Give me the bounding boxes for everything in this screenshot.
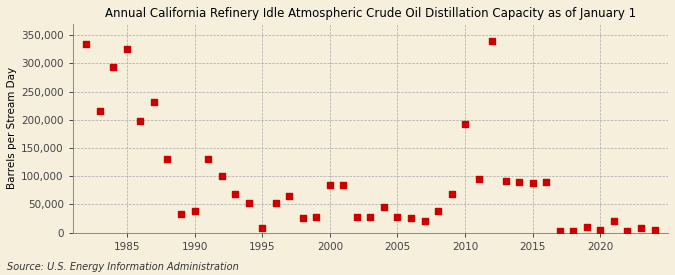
Point [392,215,403,219]
Point [636,226,647,230]
Point [148,100,159,104]
Point [622,229,633,233]
Point [243,201,254,205]
Point [298,216,308,221]
Point [81,42,92,46]
Point [406,216,416,221]
Point [176,212,186,216]
Point [446,192,457,196]
Point [379,205,389,209]
Point [202,157,213,161]
Point [162,157,173,161]
Point [595,227,605,232]
Point [500,178,511,183]
Point [460,122,470,126]
Point [581,225,592,229]
Point [473,177,484,181]
Point [541,180,551,184]
Point [95,109,105,114]
Point [311,215,322,219]
Point [230,192,240,196]
Point [284,194,294,198]
Point [487,39,497,43]
Point [338,182,349,187]
Point [216,174,227,178]
Point [419,219,430,224]
Point [433,209,443,213]
Y-axis label: Barrels per Stream Day: Barrels per Stream Day [7,67,17,189]
Point [325,182,335,187]
Point [108,65,119,70]
Point [554,229,565,233]
Point [609,219,620,224]
Point [514,180,524,184]
Point [256,226,267,230]
Point [270,201,281,205]
Point [352,215,362,219]
Point [135,119,146,124]
Point [527,181,538,185]
Point [189,209,200,213]
Point [568,229,578,233]
Point [365,214,376,219]
Title: Annual California Refinery Idle Atmospheric Crude Oil Distillation Capacity as o: Annual California Refinery Idle Atmosphe… [105,7,636,20]
Text: Source: U.S. Energy Information Administration: Source: U.S. Energy Information Administ… [7,262,238,272]
Point [122,47,132,51]
Point [649,227,660,232]
